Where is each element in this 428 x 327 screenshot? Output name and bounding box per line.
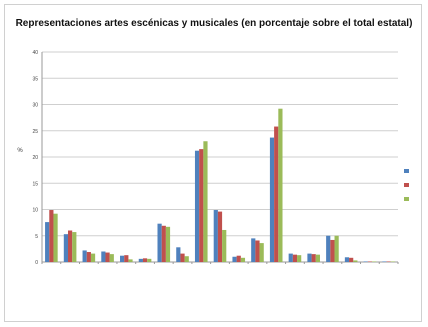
bar bbox=[157, 223, 162, 262]
y-tick-label: 10 bbox=[32, 208, 38, 214]
bar bbox=[278, 108, 283, 262]
bar bbox=[180, 253, 185, 262]
bar bbox=[222, 229, 227, 262]
bar bbox=[184, 256, 189, 262]
bar bbox=[101, 251, 106, 262]
bar bbox=[349, 257, 354, 262]
bar bbox=[194, 150, 200, 262]
bar bbox=[367, 261, 372, 262]
bar bbox=[292, 254, 298, 262]
chart-title: Representaciones artes escénicas y music… bbox=[15, 18, 413, 29]
bar bbox=[45, 222, 50, 262]
chart-frame: Representaciones artes escénicas y music… bbox=[4, 4, 422, 322]
bar bbox=[232, 256, 237, 262]
legend-swatch bbox=[404, 183, 409, 187]
y-tick-label: 15 bbox=[32, 181, 38, 187]
legend-swatch bbox=[404, 169, 409, 173]
bar bbox=[120, 255, 125, 262]
bar bbox=[217, 211, 223, 262]
y-tick-label: 30 bbox=[32, 103, 38, 109]
bar bbox=[269, 137, 275, 262]
bar bbox=[371, 261, 377, 262]
bar bbox=[165, 226, 171, 262]
bar bbox=[315, 254, 320, 262]
bar bbox=[274, 126, 279, 262]
bar bbox=[240, 257, 246, 262]
bar bbox=[297, 255, 302, 262]
bar bbox=[63, 234, 69, 262]
bar bbox=[213, 210, 218, 262]
bar bbox=[82, 250, 87, 262]
y-tick-label: 25 bbox=[32, 129, 38, 135]
y-tick-label: 20 bbox=[32, 155, 38, 161]
bar bbox=[311, 254, 316, 262]
bar bbox=[382, 261, 387, 262]
bar bbox=[147, 258, 152, 262]
legend-swatch bbox=[404, 197, 409, 201]
bar bbox=[344, 257, 350, 262]
bar bbox=[72, 232, 77, 262]
y-tick-label: 5 bbox=[35, 234, 38, 240]
y-tick-label: 40 bbox=[32, 50, 38, 56]
bar bbox=[330, 239, 335, 262]
bar bbox=[124, 255, 129, 262]
bar bbox=[53, 213, 58, 262]
bar bbox=[363, 261, 368, 262]
bar bbox=[161, 225, 166, 262]
bar bbox=[68, 230, 73, 262]
bar bbox=[251, 238, 256, 262]
bar bbox=[259, 243, 264, 262]
bar bbox=[105, 252, 110, 262]
bar bbox=[386, 261, 391, 262]
y-axis-label: % bbox=[17, 148, 23, 154]
bar bbox=[255, 240, 260, 262]
bar bbox=[307, 253, 312, 262]
bar bbox=[142, 258, 148, 262]
bar bbox=[49, 210, 54, 262]
bar bbox=[90, 253, 96, 262]
bar bbox=[199, 149, 204, 262]
bar bbox=[353, 260, 358, 262]
bar bbox=[203, 141, 208, 262]
bar bbox=[288, 253, 293, 262]
y-tick-label: 0 bbox=[35, 260, 38, 266]
bar bbox=[236, 255, 241, 262]
bar bbox=[334, 235, 339, 262]
bar bbox=[138, 258, 143, 262]
bar bbox=[109, 254, 114, 262]
y-tick-label: 35 bbox=[32, 76, 38, 82]
bar bbox=[326, 235, 331, 262]
bar bbox=[86, 252, 91, 262]
bar bbox=[390, 261, 395, 262]
bar bbox=[128, 259, 133, 262]
bar bbox=[176, 247, 181, 262]
